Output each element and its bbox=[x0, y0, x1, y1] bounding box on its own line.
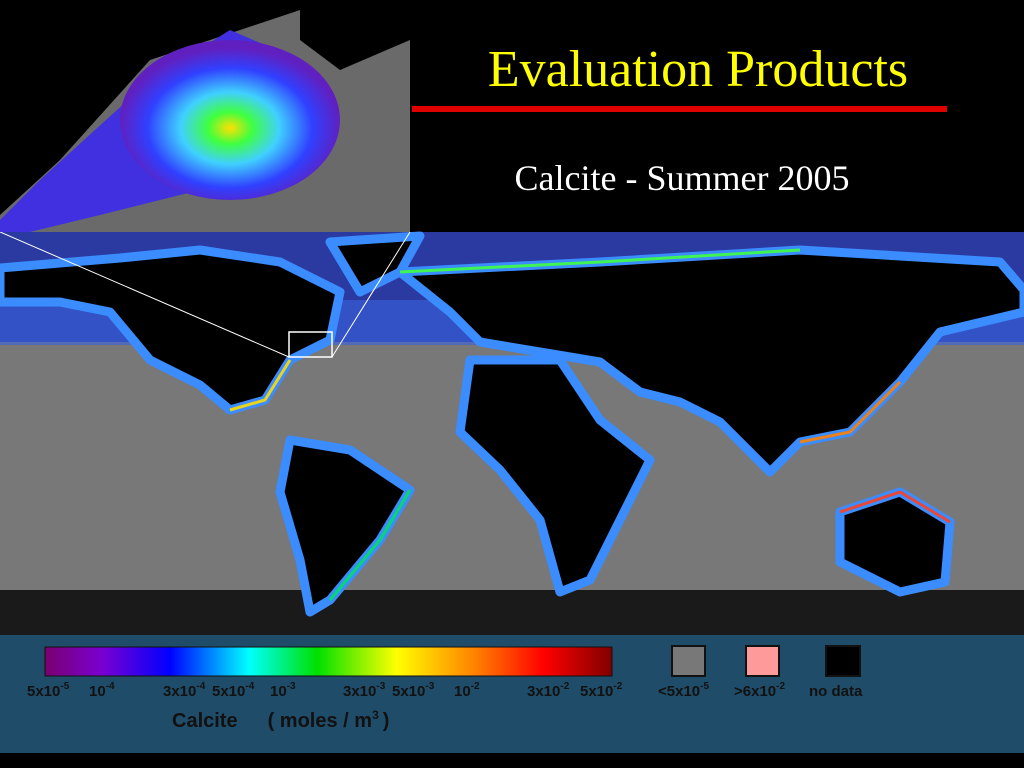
tick-exp: -5 bbox=[60, 681, 69, 692]
colorbar-tick-label: 10-2 bbox=[454, 681, 480, 700]
label-name: Calcite bbox=[172, 710, 238, 732]
tick-base: 10 bbox=[270, 683, 287, 700]
tick-base: 10 bbox=[89, 683, 106, 700]
tick-base: 3x10 bbox=[163, 683, 196, 700]
tick-exp: -2 bbox=[560, 681, 569, 692]
colorbar-tick-label: 3x10-2 bbox=[527, 681, 570, 700]
colorbar-tick-label: 3x10-3 bbox=[343, 681, 386, 700]
label-exp: 3 bbox=[372, 708, 379, 722]
inset-map bbox=[0, 0, 410, 232]
tick-base: 3x10 bbox=[527, 683, 560, 700]
tick-exp: -2 bbox=[471, 681, 480, 692]
title-rule bbox=[412, 106, 947, 112]
tick-base: 5x10 bbox=[580, 683, 613, 700]
colorbar-tick-label: 10-3 bbox=[270, 681, 296, 700]
colorbar-tick-label: 5x10-5 bbox=[27, 681, 70, 700]
colorbar-tick-label: 5x10-4 bbox=[212, 681, 255, 700]
subtitle: Calcite - Summer 2005 bbox=[515, 158, 850, 198]
legend-label: >6x10-2 bbox=[734, 681, 785, 700]
tick-exp: -4 bbox=[106, 681, 115, 692]
tick-base: 5x10 bbox=[392, 683, 425, 700]
tick-exp: -3 bbox=[425, 681, 434, 692]
tick-base: 10 bbox=[454, 683, 471, 700]
legend-label: no data bbox=[809, 683, 863, 700]
colorbar-label: Calcite ( moles / m3) bbox=[172, 708, 389, 732]
title: Evaluation Products bbox=[488, 41, 908, 98]
tick-base: 5x10 bbox=[212, 683, 245, 700]
tick-exp: -4 bbox=[245, 681, 254, 692]
colorbar-tick-label: 5x10-2 bbox=[580, 681, 623, 700]
tick-base: 5x10 bbox=[27, 683, 60, 700]
legend-prefix: no data bbox=[809, 683, 863, 700]
label-close: ) bbox=[383, 710, 390, 732]
colorbar-panel: Calcite( moles / m3) 5x10-5 10-4 3x10-4 5x1… bbox=[0, 635, 1024, 753]
colorbar-tick-label: 5x10-3 bbox=[392, 681, 435, 700]
legend-prefix: >6x10 bbox=[734, 683, 776, 700]
tick-base: 3x10 bbox=[343, 683, 376, 700]
legend-label: <5x10-5 bbox=[658, 681, 709, 700]
tick-exp: -3 bbox=[287, 681, 296, 692]
tick-exp: -2 bbox=[613, 681, 622, 692]
legend-exp: -2 bbox=[776, 681, 785, 692]
legend-exp: -5 bbox=[700, 681, 709, 692]
tick-exp: -3 bbox=[376, 681, 385, 692]
world-map bbox=[0, 231, 1024, 635]
legend-prefix: <5x10 bbox=[658, 683, 700, 700]
colorbar-tick-label: 3x10-4 bbox=[163, 681, 206, 700]
label-units: ( moles / m bbox=[268, 710, 372, 732]
tick-exp: -4 bbox=[196, 681, 205, 692]
colorbar-tick-label: 10-4 bbox=[89, 681, 115, 700]
